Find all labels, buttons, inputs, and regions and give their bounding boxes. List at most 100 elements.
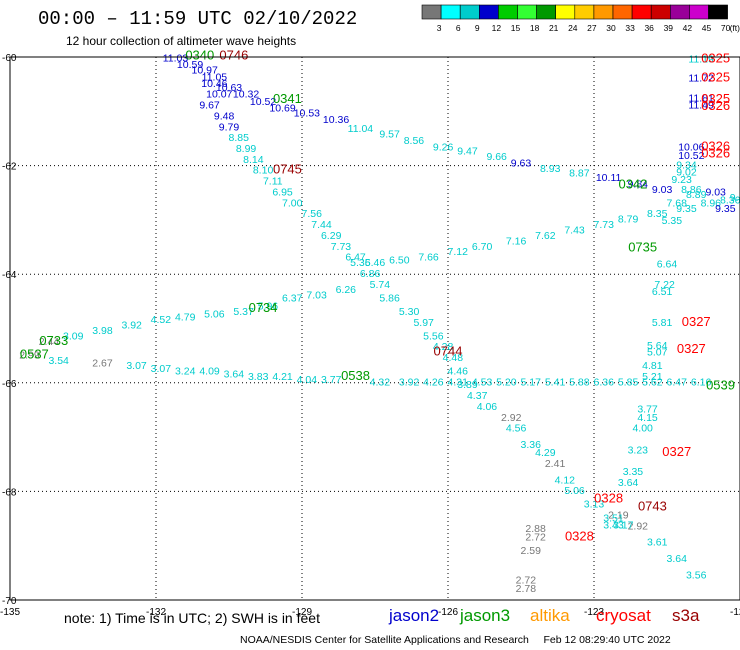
legend-jason3: jason3 xyxy=(460,606,511,625)
wave-height-label: 3.92 xyxy=(121,320,142,332)
wave-height-label: 2.99 xyxy=(19,349,40,361)
wave-height-label: 8.86 xyxy=(681,184,702,196)
wave-height-label: 4.53 xyxy=(472,377,493,389)
colorbar-label: 36 xyxy=(644,23,654,33)
wave-height-label: 2.67 xyxy=(92,358,113,370)
wave-height-label: 9.79 xyxy=(219,121,240,133)
wave-height-label: 10.63 xyxy=(216,82,242,94)
wave-height-label: 3.07 xyxy=(126,360,147,372)
wave-height-label: 11.19 xyxy=(688,53,714,65)
wave-height-label: 8.56 xyxy=(404,135,425,147)
wave-height-label: 7.00 xyxy=(282,197,303,209)
time-tag: 0326 xyxy=(701,98,730,113)
wave-height-label: 4.09 xyxy=(199,366,220,378)
wave-height-label: 4.31 xyxy=(448,377,469,389)
wave-height-label: 5.62 xyxy=(642,377,663,389)
wave-height-label: 10.52 xyxy=(250,96,276,108)
wave-height-label: 9.03 xyxy=(652,184,673,196)
y-tick-label: -66 xyxy=(2,379,17,390)
wave-height-label: 3.35 xyxy=(623,466,644,478)
wave-height-label: 5.37 xyxy=(233,306,254,318)
wave-height-label: 8.89 xyxy=(686,189,707,201)
colorbar-unit: (ft) xyxy=(730,23,740,33)
wave-height-label: 5.97 xyxy=(413,317,434,329)
wave-height-label: 8.14 xyxy=(243,154,264,166)
y-tick-label: -62 xyxy=(2,162,17,173)
colorbar-label: 27 xyxy=(587,23,597,33)
time-tag: 0325 xyxy=(701,50,730,65)
wave-height-label: 11.04 xyxy=(348,123,374,135)
wave-height-label: 5.74 xyxy=(370,279,391,291)
wave-height-label: 6.47 xyxy=(667,377,688,389)
wave-height-label: 6.64 xyxy=(657,259,678,271)
wave-height-label: 3.36 xyxy=(521,439,542,451)
wave-height-label: 3.77 xyxy=(321,374,342,386)
wave-height-label: 3.24 xyxy=(175,366,196,378)
wave-height-label: 7.03 xyxy=(306,290,327,302)
time-tag: 0326 xyxy=(701,138,730,153)
x-tick-label: -132 xyxy=(146,607,166,618)
wave-height-label: 2.92 xyxy=(628,520,649,532)
wave-height-label: 5.30 xyxy=(399,306,420,318)
wave-height-label: 6.86 xyxy=(360,268,381,280)
wave-height-label: 10.07 xyxy=(206,89,232,101)
wave-height-label: 2.41 xyxy=(545,458,566,470)
wave-height-label: 9.63 xyxy=(511,158,532,170)
wave-height-label: 6.36 xyxy=(594,377,615,389)
time-tag: 0735 xyxy=(628,239,657,254)
wave-height-label: 4.29 xyxy=(535,447,556,459)
colorbar-label: 18 xyxy=(530,23,540,33)
colorbar-label: 42 xyxy=(683,23,693,33)
x-tick-label: -129 xyxy=(292,607,312,618)
wave-height-label: 7.16 xyxy=(506,235,527,247)
colorbar-label: 12 xyxy=(492,23,502,33)
colorbar-swatch xyxy=(421,4,442,20)
wave-height-label: 11.05 xyxy=(202,71,228,83)
wave-height-label: 4.79 xyxy=(175,311,196,323)
colorbar-swatch xyxy=(631,4,652,20)
colorbar-label: 33 xyxy=(625,23,635,33)
wave-height-label: 6.47 xyxy=(345,252,366,264)
legend-altika: altika xyxy=(530,606,570,625)
colorbar-label: 30 xyxy=(606,23,616,33)
wave-height-label: 10.36 xyxy=(323,114,349,126)
x-tick-label: -123 xyxy=(584,607,604,618)
wave-height-label: 11.81 xyxy=(688,93,714,105)
wave-height-label: 2.72 xyxy=(525,531,546,543)
wave-height-label: 5.56 xyxy=(423,330,444,342)
time-tag: 0325 xyxy=(701,69,730,84)
wave-height-label: 5.88 xyxy=(569,377,590,389)
time-tag: 0537 xyxy=(20,346,49,361)
wave-height-label: 2.19 xyxy=(608,510,629,522)
time-tag: 0326 xyxy=(701,145,730,160)
wave-height-label: 4.48 xyxy=(443,352,464,364)
wave-height-label: 2.92 xyxy=(501,412,522,424)
chart-title: 00:00 – 11:59 UTC 02/10/2022 xyxy=(38,8,358,30)
wave-height-label: 11.03 xyxy=(163,52,189,64)
wave-height-label: 3.13 xyxy=(584,499,605,511)
time-tag: 0744 xyxy=(434,344,463,359)
wave-height-label: 4.04 xyxy=(297,374,318,386)
wave-height-label: 3.23 xyxy=(628,444,649,456)
colorbar-swatch xyxy=(536,4,556,20)
colorbar-swatch xyxy=(574,4,595,20)
wave-height-label: 3.64 xyxy=(667,553,688,565)
wave-height-label: 5.20 xyxy=(496,377,517,389)
wave-height-label: 6.70 xyxy=(472,241,493,253)
wave-height-label: 7.11 xyxy=(263,176,283,188)
wave-height-label: 4.00 xyxy=(632,423,653,435)
wave-height-label: 5.07 xyxy=(647,347,668,359)
wave-height-label: 3.89 xyxy=(457,379,478,391)
time-tag: 0327 xyxy=(677,341,706,356)
wave-height-label: 4.46 xyxy=(448,366,469,378)
wave-height-label: 8.85 xyxy=(229,132,250,144)
colorbar-label: 3 xyxy=(437,23,442,33)
wave-height-label: 5.17 xyxy=(521,377,542,389)
wave-height-label: 7.62 xyxy=(535,230,556,242)
wave-height-label: 5.64 xyxy=(647,340,668,352)
wave-height-label: 10.97 xyxy=(192,64,218,76)
wave-height-label: 11.72 xyxy=(688,72,714,84)
colorbar-label: 21 xyxy=(549,23,559,33)
x-tick-label: -135 xyxy=(0,607,20,618)
